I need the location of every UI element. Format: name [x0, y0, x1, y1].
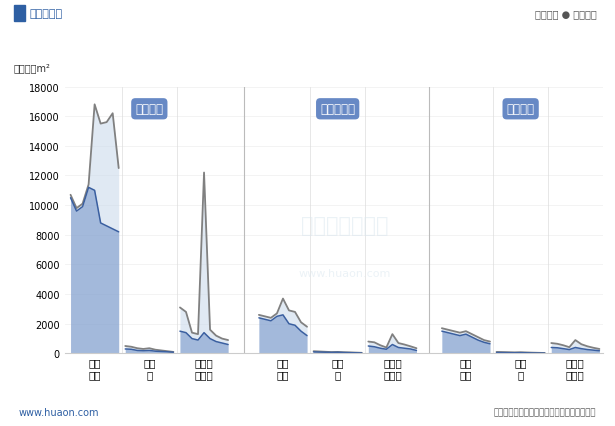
- Text: www.huaon.com: www.huaon.com: [298, 269, 391, 279]
- Text: 2016-2024年1-11月内蒙古自治区房地产施工面积情况: 2016-2024年1-11月内蒙古自治区房地产施工面积情况: [145, 42, 470, 60]
- Text: 数据来源：国家统计局，华经产业研究院整理: 数据来源：国家统计局，华经产业研究院整理: [494, 408, 597, 417]
- Bar: [14, 6, 25, 22]
- Text: 华经情报网: 华经情报网: [30, 9, 63, 19]
- Text: 新开工面积: 新开工面积: [320, 103, 355, 116]
- Text: www.huaon.com: www.huaon.com: [18, 407, 99, 417]
- Text: 华经产业研究院: 华经产业研究院: [301, 216, 388, 236]
- Text: 施工面积: 施工面积: [135, 103, 164, 116]
- Text: 竣工面积: 竣工面积: [507, 103, 534, 116]
- Text: 单位：万m²: 单位：万m²: [14, 63, 50, 73]
- Text: 专业严谨 ● 客观科学: 专业严谨 ● 客观科学: [535, 9, 597, 19]
